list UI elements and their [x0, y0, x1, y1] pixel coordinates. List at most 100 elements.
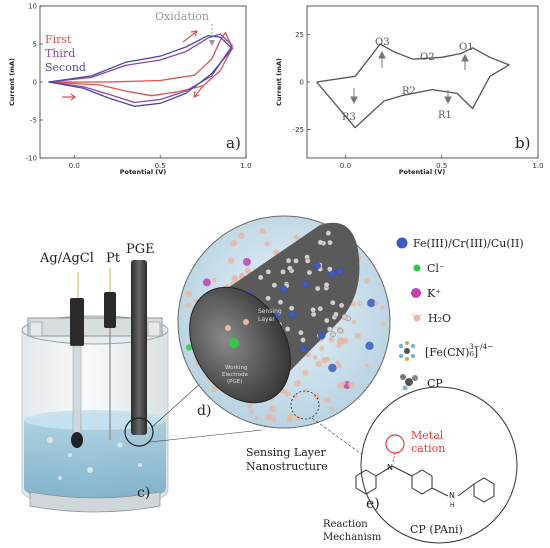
polymer-bead — [265, 295, 271, 302]
panel-b-x-axis-label: Potential (V) — [399, 168, 446, 176]
liquid-surface — [24, 410, 166, 430]
x-tick-label: 1.0 — [532, 162, 543, 170]
water-particle — [243, 319, 249, 325]
metal-ion-bead — [313, 261, 321, 270]
pt-label: Pt — [106, 251, 121, 266]
y-tick-label: 0 — [33, 79, 37, 87]
potassium-label: K⁺ — [427, 287, 441, 300]
panel-d-label: d) — [197, 403, 211, 419]
imine-n-label: N — [449, 491, 455, 500]
water-particle — [379, 305, 385, 311]
polymer-bead — [271, 282, 278, 288]
water-particle — [304, 388, 309, 394]
y-tick-label: 10 — [28, 3, 37, 11]
water-particle — [228, 257, 235, 264]
metal-ion-bead — [299, 345, 308, 353]
water-particle — [265, 413, 273, 421]
amine-n-label: N — [387, 463, 393, 472]
water-label: H₂O — [428, 312, 451, 325]
bond — [375, 465, 393, 477]
polymer-bead — [285, 257, 292, 264]
direction-arrow-forward — [62, 93, 76, 101]
peak-r3: R3 — [342, 112, 356, 123]
working-electrode-label-3: (PGE) — [227, 379, 242, 385]
polymer-bead — [333, 311, 339, 318]
peak-r2: R2 — [402, 86, 416, 97]
metal-ion-particle — [367, 298, 376, 308]
potassium-particle — [202, 278, 211, 287]
chloride-icon — [413, 264, 421, 272]
zoom-circle-dashed — [290, 390, 320, 420]
polymer-bead — [341, 313, 348, 320]
bubble — [47, 437, 53, 443]
water-particle — [350, 301, 357, 307]
water-particle — [302, 369, 309, 376]
pge-electrode — [131, 260, 147, 435]
water-particle — [273, 249, 280, 256]
water-particle — [354, 332, 361, 339]
panel-a-curves — [48, 31, 233, 107]
ag-agcl-cap — [70, 298, 84, 346]
electrode-cylinder: Sensing Layer Working Electrode (PGE) — [189, 222, 360, 404]
bond — [391, 465, 413, 477]
y-tick-label: -10 — [26, 155, 37, 163]
metal-cation-label: Metal — [411, 429, 444, 442]
working-electrode-label-2: Electrode — [222, 372, 249, 378]
polymer-bead — [330, 331, 336, 338]
peak-r1: R1 — [438, 110, 452, 121]
water-particle — [231, 275, 239, 282]
water-particle — [335, 360, 341, 366]
water-particle — [271, 416, 277, 422]
polymer-bead — [280, 269, 286, 275]
panel-a-chart: 0.0 0.5 1.0 10 5 0 -5 -10 Current (mA) Potentia… — [8, 3, 252, 177]
water-particle — [238, 232, 245, 239]
y-tick-label: 25 — [295, 31, 304, 39]
water-particle — [225, 325, 231, 331]
polymer-bead — [287, 265, 293, 271]
bubble — [138, 463, 142, 467]
water-particle — [294, 380, 301, 387]
o3-arrowhead — [378, 50, 386, 59]
o1-arrowhead — [461, 53, 469, 62]
polymer-bead — [288, 305, 295, 311]
panel-b-label: b) — [515, 134, 530, 152]
water-particle — [364, 363, 370, 369]
ferricyanide-icon — [398, 341, 416, 361]
y-tick-label: 5 — [33, 41, 37, 49]
panel-a-ticks: 0.0 0.5 1.0 10 5 0 -5 -10 — [26, 3, 252, 171]
bubble — [58, 476, 62, 480]
lid-notch — [147, 321, 161, 337]
oxidation-arrowhead — [209, 40, 215, 46]
x-tick-label: 0.5 — [436, 162, 447, 170]
sensing-layer-label: Sensing — [258, 308, 282, 315]
polymer-bead — [300, 337, 306, 343]
bubble — [87, 467, 93, 473]
species-legend: Fe(III)/Cr(III)/Cu(II) Cl⁻ K⁺ H₂O [Fe(CN… — [396, 237, 524, 391]
water-particle — [259, 228, 266, 235]
polymer-bead — [338, 302, 345, 309]
reaction-mechanism-label: Reaction — [323, 519, 368, 530]
water-particle — [328, 336, 335, 343]
polymer-bead — [277, 299, 284, 305]
metal-ion-particle — [328, 363, 337, 373]
cylinder-end-face — [189, 286, 291, 404]
ag-agcl-tip — [71, 432, 83, 448]
lid-notch — [29, 321, 43, 337]
panel-b-curves — [316, 43, 510, 129]
metal-ion-icon — [396, 237, 408, 249]
polymer-bead — [298, 329, 304, 336]
panel-b-ticks: 0.0 0.5 1.0 25 0 -25 — [293, 31, 544, 170]
oxidation-annotation: Oxidation — [155, 10, 209, 23]
y-tick-label: -5 — [30, 117, 37, 125]
mechanism-circle — [360, 386, 518, 544]
polymer-bead — [317, 239, 324, 246]
y-tick-label: -25 — [293, 126, 304, 134]
sensing-layer-label-2: Layer — [258, 316, 275, 323]
chloride-particle — [229, 338, 239, 348]
water-particle — [295, 415, 301, 421]
cp-icon — [400, 374, 418, 391]
r1-arrowhead — [444, 96, 452, 105]
chloride-label: Cl⁻ — [427, 262, 445, 275]
nanostructure-caption-2: Nanostructure — [246, 460, 328, 473]
